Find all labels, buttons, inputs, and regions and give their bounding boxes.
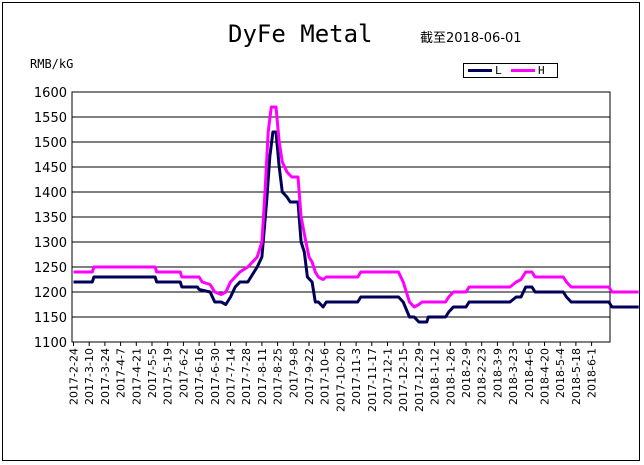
x-tick-label: 2017-5-5 xyxy=(146,348,159,398)
x-tick-label: 2017-10-20 xyxy=(334,348,347,412)
x-tick-label: 2018-3-23 xyxy=(507,348,520,405)
x-tick-label: 2017-11-3 xyxy=(350,348,363,405)
x-tick-label: 2017-10-6 xyxy=(319,348,332,405)
x-tick-label: 2017-12-29 xyxy=(413,348,426,412)
y-tick-label: 1200 xyxy=(34,286,67,301)
y-tick-label: 1600 xyxy=(34,86,67,101)
x-tick-label: 2017-4-7 xyxy=(115,348,128,398)
x-axis-ticks: 2017-2-24 2017-3-10 2017-3-24 2017-4-7 2017-… xyxy=(68,342,599,412)
series-line-h xyxy=(73,105,639,309)
legend-label-h: H xyxy=(538,64,545,77)
x-tick-label: 2017-9-8 xyxy=(287,348,300,398)
legend: L H xyxy=(463,63,558,78)
x-tick-label: 2018-1-26 xyxy=(444,348,457,405)
y-tick-label: 1550 xyxy=(34,111,67,126)
y-tick-label: 1100 xyxy=(34,336,67,351)
legend-line-h xyxy=(511,69,535,72)
x-tick-label: 2018-2-9 xyxy=(460,348,473,398)
grid-lines xyxy=(72,116,610,318)
legend-line-l xyxy=(468,69,492,72)
x-tick-label: 2017-6-2 xyxy=(177,348,190,398)
chart-subtitle: 截至2018-06-01 xyxy=(420,31,522,46)
x-tick-label: 2017-8-25 xyxy=(272,348,285,405)
y-tick-label: 1300 xyxy=(34,236,67,251)
y-tick-label: 1350 xyxy=(34,211,67,226)
x-tick-label: 2018-1-12 xyxy=(429,348,442,405)
x-tick-label: 2018-3-9 xyxy=(491,348,504,398)
x-tick-label: 2018-5-18 xyxy=(570,348,583,405)
y-tick-label: 1500 xyxy=(34,136,67,151)
x-tick-label: 2017-6-30 xyxy=(209,348,222,405)
x-tick-label: 2017-8-11 xyxy=(256,348,269,405)
x-tick-label: 2018-5-4 xyxy=(554,348,567,398)
legend-label-l: L xyxy=(495,64,502,77)
y-tick-label: 1150 xyxy=(34,311,67,326)
x-tick-label: 2017-4-21 xyxy=(130,348,143,405)
x-tick-label: 2018-6-1 xyxy=(586,348,599,398)
y-axis-unit-label: RMB/kG xyxy=(30,57,74,71)
x-tick-label: 2017-3-24 xyxy=(99,348,112,405)
y-tick-label: 1400 xyxy=(34,186,67,201)
x-tick-label: 2017-12-15 xyxy=(397,348,410,412)
series-line-l xyxy=(73,130,639,324)
x-tick-label: 2018-4-20 xyxy=(539,348,552,405)
x-tick-label: 2017-2-24 xyxy=(68,348,81,405)
x-tick-label: 2017-3-10 xyxy=(83,348,96,405)
x-tick-label: 2018-4-6 xyxy=(523,348,536,398)
x-tick-label: 2017-11-17 xyxy=(366,348,379,412)
x-tick-label: 2017-7-14 xyxy=(225,348,238,405)
x-tick-label: 2017-7-28 xyxy=(240,348,253,405)
x-tick-label: 2018-2-23 xyxy=(476,348,489,405)
x-tick-label: 2017-12-1 xyxy=(382,348,395,405)
chart-title: DyFe Metal xyxy=(228,20,373,48)
x-tick-label: 2017-5-19 xyxy=(162,348,175,405)
x-tick-label: 2017-6-16 xyxy=(193,348,206,405)
y-tick-label: 1250 xyxy=(34,261,67,276)
y-axis-ticks: 1100 1150 1200 1250 1300 1350 1400 1450 1500 1550… xyxy=(34,86,67,351)
y-tick-label: 1450 xyxy=(34,161,67,176)
x-tick-label: 2017-9-22 xyxy=(303,348,316,405)
series-lines xyxy=(73,105,639,324)
